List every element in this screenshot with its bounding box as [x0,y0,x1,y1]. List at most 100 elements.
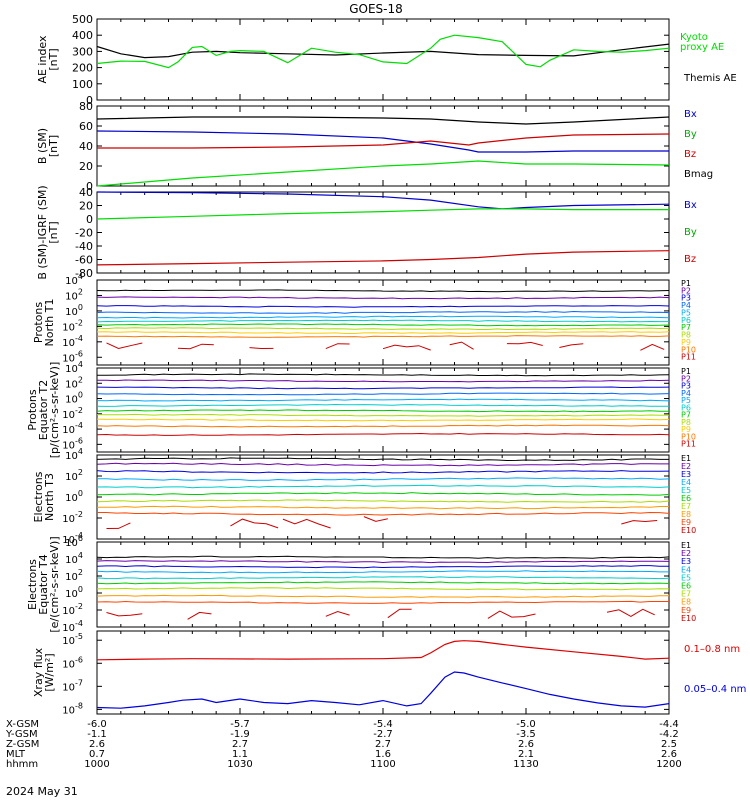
y-tick-label: 10-6 [62,655,83,670]
y-tick-label: 60 [79,120,93,133]
panel-frame [96,454,670,540]
ephemeris-value: 1200 [656,759,681,770]
series-line [96,570,669,574]
series-line [325,610,350,617]
ephemeris-value: -5.0 [516,719,536,730]
series-line [96,484,670,489]
legend-entry: Bmag [684,169,713,180]
legend-entry: E3 [681,470,691,479]
legend-entry: E3 [681,557,691,566]
y-tick-label: 10-8 [62,701,83,716]
y-tick-label: 100 [72,78,93,91]
y-tick-label: 104 [65,551,83,566]
ephemeris-value: 2.6 [518,739,534,750]
legend-entry: P9 [681,338,691,347]
series-line [487,610,536,619]
legend-entry: E8 [681,510,691,519]
series-line [96,594,669,598]
series-line [449,341,474,350]
legend-entry: E6 [681,582,691,591]
panel-xray: 10-8 10-7 10-6 10-5 Xray flux[W/m²] 0.1–0.8 n… [32,630,746,716]
legend-entry: P3 [681,382,691,391]
series-line [96,130,669,153]
series-line [106,612,143,617]
y-tick-label: 0 [86,213,93,226]
legend-entry: By [684,227,697,238]
y-tick-label: 100 [65,303,83,318]
series-line [96,409,669,413]
legend-entry: E5 [681,486,691,495]
legend-entry: E1 [681,454,691,463]
legend-entry: P5 [681,308,691,317]
legend-entry: 0.1–0.8 nm [684,644,740,655]
series-line [97,505,669,510]
y-axis-label: [nT] [47,48,60,70]
y-tick-label: 40 [79,186,93,199]
series-line [621,520,658,525]
y-tick-label: 10-2 [62,602,83,617]
y-tick-label: 100 [65,489,83,504]
legend-entry: P8 [681,418,691,427]
legend-entry: P2 [681,374,691,383]
y-axis-label: Equator T4 [37,554,50,614]
legend-entry: proxy AE [680,42,724,53]
series-line [96,470,670,474]
ephemeris-value: -1.1 [87,729,107,740]
legend-entry: P1 [681,279,691,288]
y-tick-label: 300 [72,45,93,58]
legend-entry: Kyoto [680,32,708,43]
ephemeris-row-label: Y-GSM [5,729,38,740]
ephemeris-row-label: MLT [6,749,26,760]
ephemeris-value: 1100 [370,759,395,770]
legend-entry: E9 [681,518,691,527]
y-axis-label: [p/(cm²-s-sr-keV)] [48,362,61,459]
legend-entry: E10 [681,526,696,535]
legend-entry: E1 [681,541,691,550]
y-tick-label: 100 [65,391,83,406]
ephemeris-value: 1030 [227,759,252,770]
series-line [96,323,670,327]
series-line [96,640,670,661]
legend-entry: P9 [681,425,691,434]
legend-entry: Bx [684,109,697,120]
panel-frame [96,541,670,628]
series-line [325,343,350,350]
legend-entry: E8 [681,598,691,607]
panel-frame [96,630,670,715]
series-line [96,560,670,564]
series-line [96,250,670,266]
legend-entry: By [684,129,697,140]
series-line [96,499,670,503]
series-line [96,581,670,585]
legend-entry: E5 [681,573,691,582]
y-axis-label: AE index [36,35,49,84]
legend-entry: E4 [681,478,691,487]
panel-frame [96,279,670,366]
ephemeris-value: 2.7 [375,739,391,750]
series-line [187,611,212,620]
ephemeris-value: 2.1 [518,749,534,760]
series-line [96,319,669,323]
legend-entry: 0.05–0.4 nm [684,684,746,695]
series-line [96,296,670,300]
y-tick-label: 10-2 [62,510,83,525]
series-line [559,343,584,348]
series-line [96,671,670,709]
series-line [363,516,388,522]
y-tick-label: 102 [65,468,83,483]
ephemeris-value: 2.6 [89,739,105,750]
legend-entry: E2 [681,462,691,471]
y-tick-label: 10-2 [62,318,83,333]
y-axis-label: Xray flux [32,647,45,697]
ephemeris-value: -3.5 [516,729,536,740]
y-tick-label: 400 [72,29,93,42]
legend-entry: Themis AE [683,73,737,84]
series-line [382,344,431,351]
plot-title: GOES-18 [349,2,403,16]
ephemeris-value: -4.4 [659,719,679,730]
series-line [96,392,670,396]
legend-entry: P10 [681,432,696,441]
legend-entry: P11 [681,353,696,362]
